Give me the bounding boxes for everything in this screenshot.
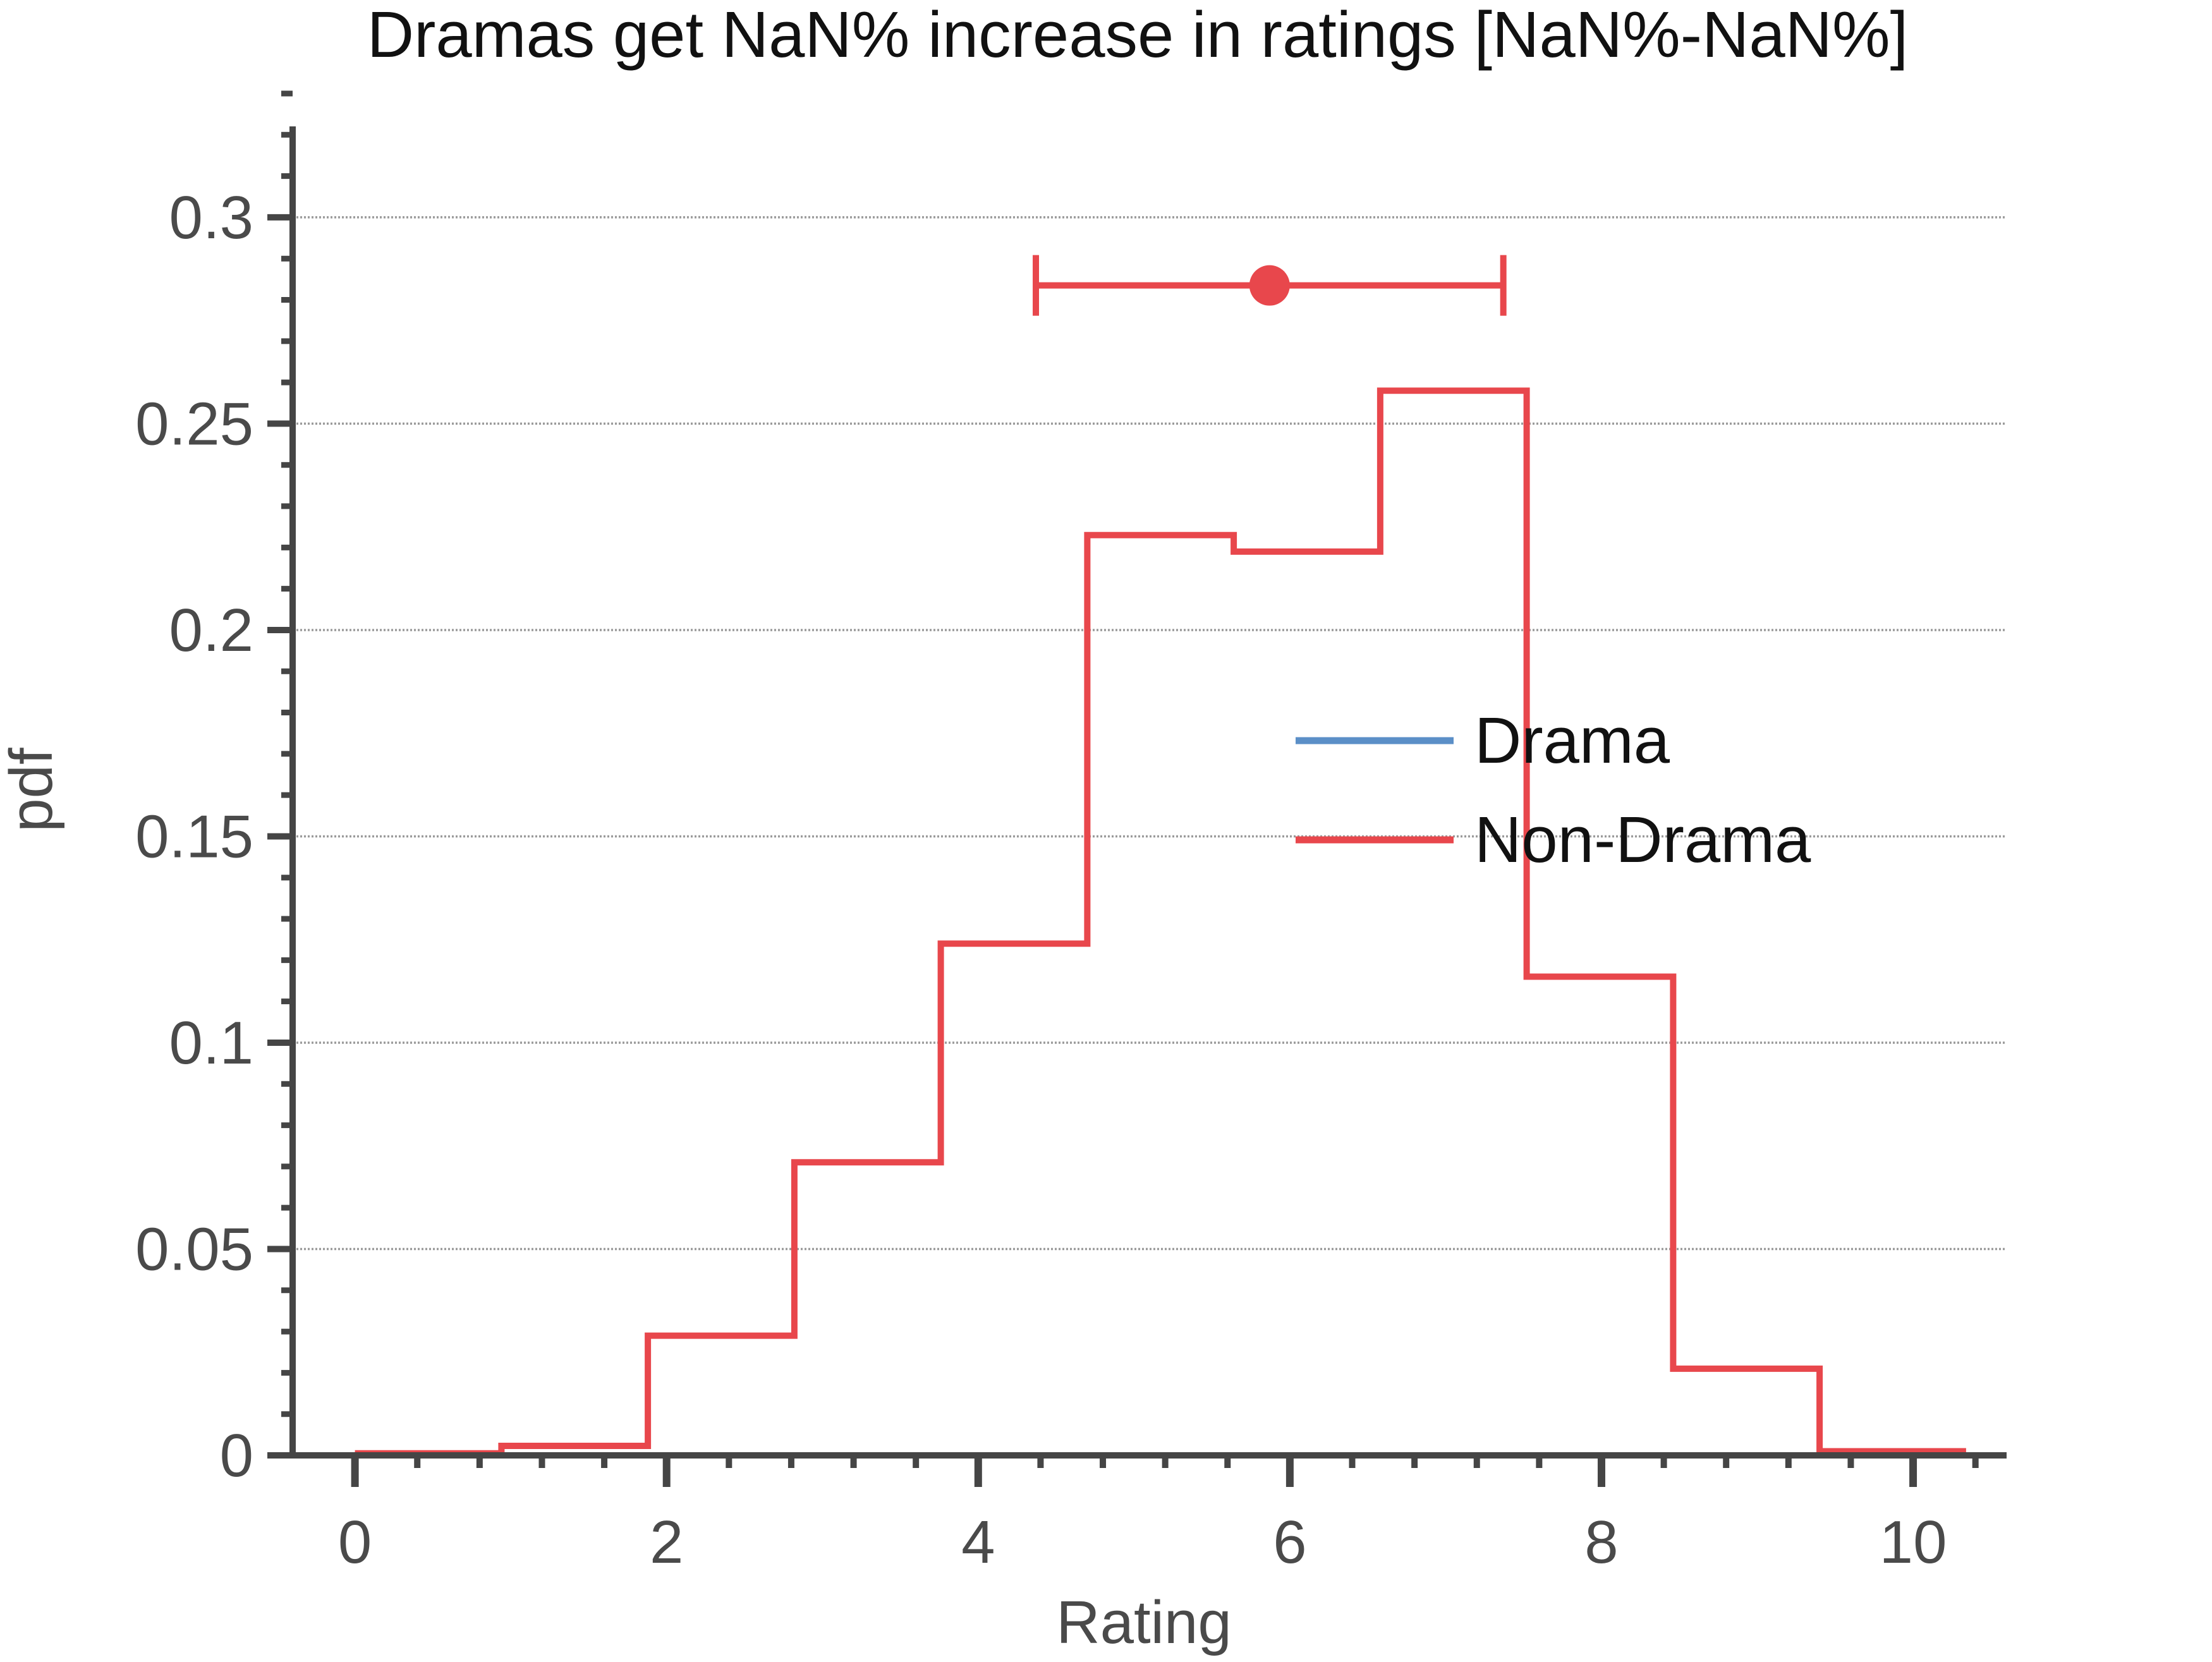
legend-label: Non-Drama (1474, 803, 1811, 876)
y-tick-label: 0.2 (169, 597, 253, 664)
x-tick-label: 2 (650, 1508, 683, 1576)
y-tick-label: 0.3 (169, 184, 253, 252)
y-tick-label: 0.1 (169, 1009, 253, 1077)
x-tick-label: 6 (1273, 1508, 1306, 1576)
legend: Drama Non-Drama (1296, 704, 1811, 876)
grid (293, 216, 2007, 1251)
x-tick-label: 0 (338, 1508, 372, 1576)
interval-layer (1033, 255, 1507, 316)
x-axis-label: Rating (1056, 1589, 1232, 1656)
axes: 0 0.05 0.1 0.15 0.2 0.25 0.3 0 2 4 6 8 10 (135, 90, 2007, 1576)
y-tick-label: 0 (220, 1422, 253, 1489)
series-line-non-drama (355, 387, 1966, 1457)
x-tick-label: 4 (961, 1508, 995, 1576)
y-axis-label: pdf (0, 748, 65, 832)
x-tick-label: 8 (1584, 1508, 1618, 1576)
series-layer (355, 387, 1966, 1457)
y-tick-label: 0.15 (135, 803, 253, 870)
y-tick-label: 0.05 (135, 1215, 253, 1283)
interval-center-point (1249, 265, 1290, 306)
x-tick-label: 10 (1880, 1508, 1947, 1576)
chart-title: Dramas get NaN% increase in ratings [NaN… (367, 0, 1909, 71)
legend-label: Drama (1474, 704, 1670, 777)
y-tick-label: 0.25 (135, 390, 253, 458)
